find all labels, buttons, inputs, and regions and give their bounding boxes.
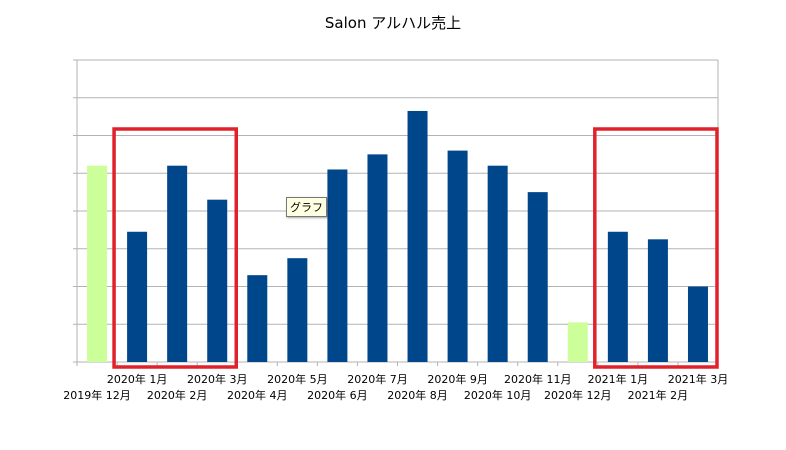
x-tick-label: 2021年 3月 (668, 372, 729, 386)
x-tick-label: 2020年 7月 (347, 372, 408, 386)
highlight-box (593, 127, 719, 369)
x-tick-label: 2020年 11月 (504, 372, 572, 386)
highlight-boxes (112, 127, 719, 369)
bar (567, 322, 588, 362)
bar (367, 154, 388, 362)
x-tick-label: 2020年 2月 (147, 388, 208, 402)
chart-title: Salon アルハル売上 (324, 14, 462, 32)
bar (647, 239, 668, 362)
x-tick-label: 2020年 9月 (427, 372, 488, 386)
x-tick-labels: 2019年 12月 2020年 1月 2020年 2月 2020年 3月 2020年 4… (63, 372, 728, 402)
x-tick-label: 2020年 10月 (464, 388, 532, 402)
bar (407, 110, 428, 363)
bars (87, 110, 708, 363)
chart-tooltip: グラフ (286, 197, 327, 217)
bar (167, 165, 188, 362)
bar (607, 231, 628, 362)
x-tick-label: 2021年 2月 (628, 388, 689, 402)
x-tick-label: 2020年 1月 (107, 372, 168, 386)
x-tick-label: 2020年 12月 (544, 388, 612, 402)
highlight-box (112, 127, 238, 369)
bar (87, 165, 108, 362)
x-tick-label: 2020年 5月 (267, 372, 328, 386)
bar (447, 150, 468, 362)
x-tick-label: 2020年 4月 (227, 388, 288, 402)
bar (287, 258, 308, 362)
bar (687, 286, 708, 362)
bar (247, 275, 268, 362)
x-tick-label: 2020年 6月 (307, 388, 368, 402)
x-tick-label: 2021年 1月 (588, 372, 649, 386)
x-tick-label: 2020年 3月 (187, 372, 248, 386)
bar (327, 169, 348, 362)
bar (127, 231, 148, 362)
x-tick-label: 2020年 8月 (387, 388, 448, 402)
bar (207, 199, 228, 362)
bar (527, 192, 548, 362)
x-tick-label: 2019年 12月 (63, 388, 131, 402)
bar (487, 165, 508, 362)
